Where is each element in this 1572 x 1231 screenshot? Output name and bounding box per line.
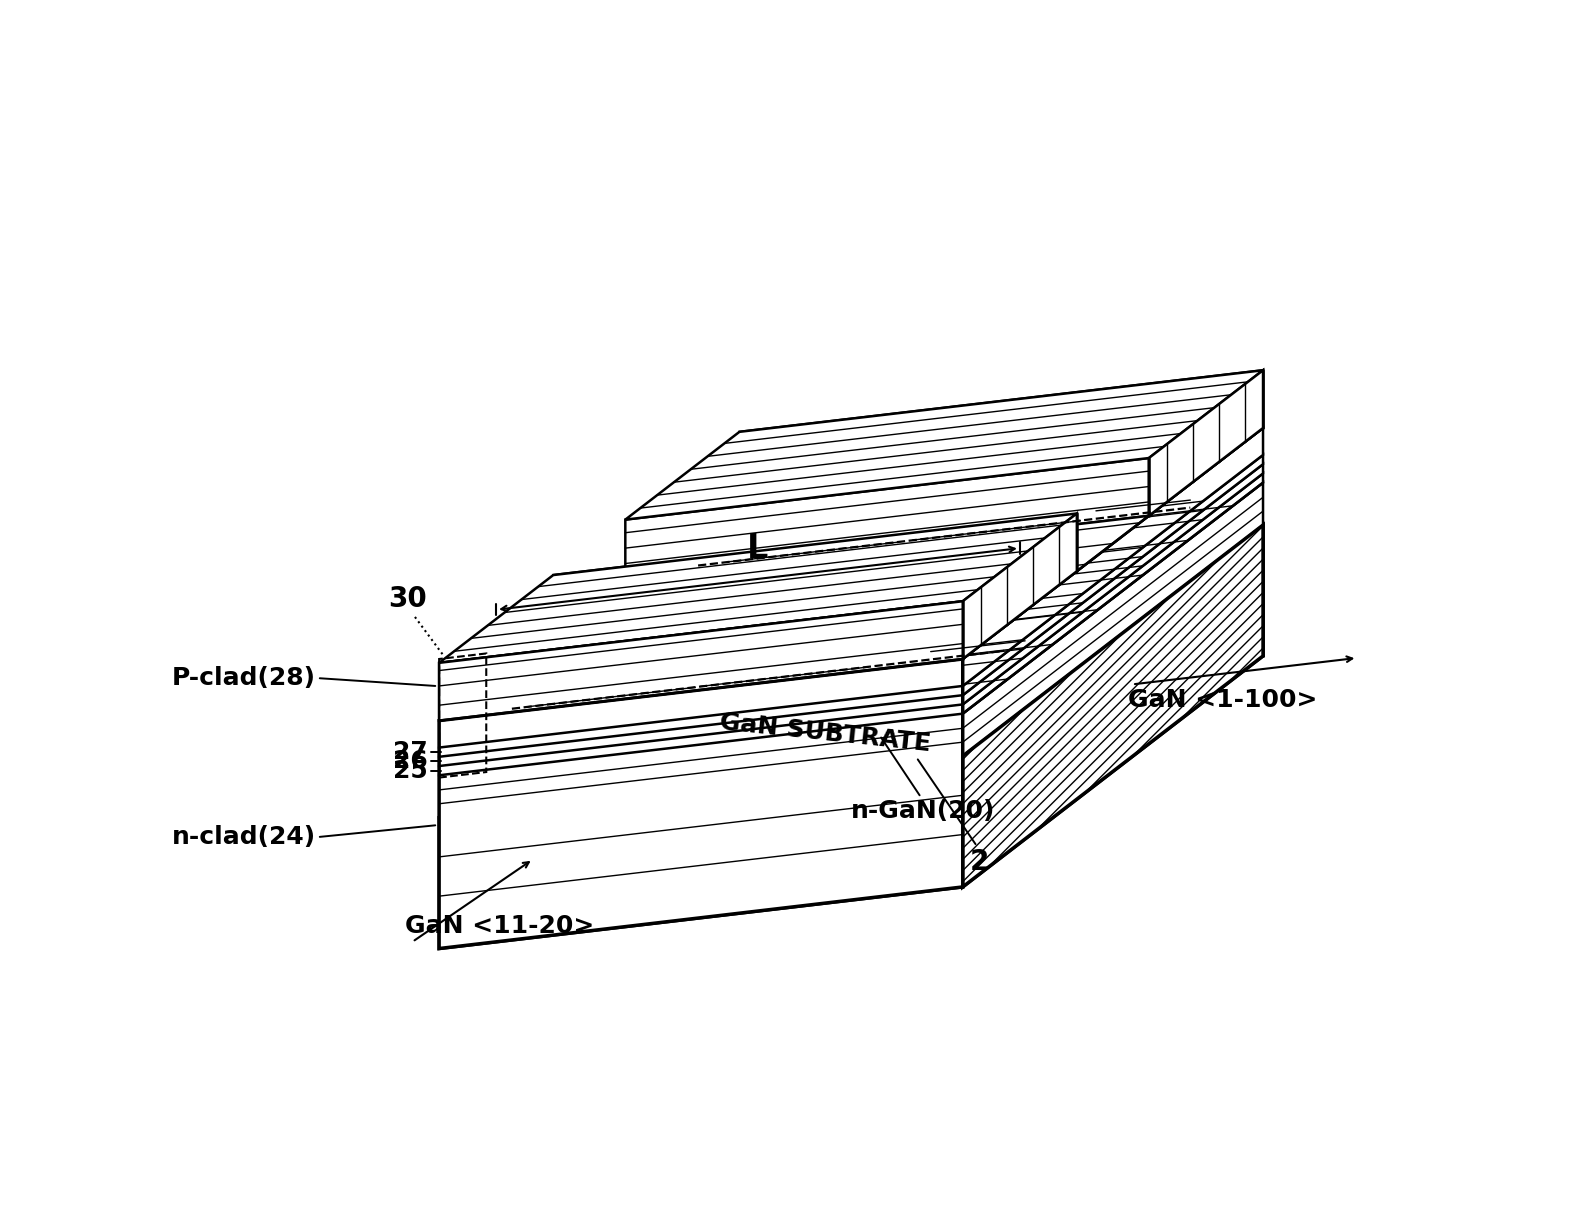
Polygon shape	[439, 428, 1262, 720]
Polygon shape	[962, 524, 1262, 886]
Polygon shape	[439, 659, 962, 747]
Polygon shape	[553, 513, 1077, 633]
Polygon shape	[739, 371, 1262, 490]
Text: 26: 26	[393, 750, 428, 773]
Polygon shape	[439, 756, 962, 949]
Polygon shape	[962, 428, 1262, 686]
Polygon shape	[962, 524, 1262, 886]
Polygon shape	[962, 483, 1262, 756]
Polygon shape	[439, 601, 962, 720]
Text: P-clad(28): P-clad(28)	[171, 666, 316, 691]
Polygon shape	[439, 513, 1077, 662]
Text: 30: 30	[388, 585, 426, 613]
Text: 2: 2	[970, 848, 989, 876]
Polygon shape	[962, 513, 1077, 659]
Polygon shape	[439, 474, 1262, 766]
Polygon shape	[439, 601, 962, 720]
Polygon shape	[1149, 371, 1262, 516]
Text: GaN SUBTRATE: GaN SUBTRATE	[718, 710, 932, 756]
Polygon shape	[962, 513, 1077, 659]
Polygon shape	[439, 455, 1262, 747]
Polygon shape	[439, 464, 1262, 757]
Polygon shape	[439, 704, 962, 776]
Text: n-clad(24): n-clad(24)	[171, 825, 316, 849]
Text: GaN <1-100>: GaN <1-100>	[1129, 688, 1317, 713]
Polygon shape	[626, 371, 1262, 519]
Polygon shape	[553, 516, 1149, 633]
Polygon shape	[1149, 371, 1262, 516]
Text: L: L	[747, 532, 769, 565]
Polygon shape	[962, 455, 1262, 696]
Text: 27: 27	[393, 740, 428, 764]
Polygon shape	[439, 714, 962, 817]
Text: GaN <11-20>: GaN <11-20>	[404, 915, 594, 938]
Polygon shape	[962, 464, 1262, 704]
Polygon shape	[439, 483, 1262, 776]
Polygon shape	[439, 524, 1262, 817]
Polygon shape	[439, 696, 962, 766]
Polygon shape	[739, 524, 1262, 718]
Polygon shape	[626, 458, 1149, 577]
Text: n-GaN(20): n-GaN(20)	[852, 799, 995, 824]
Polygon shape	[439, 686, 962, 757]
Polygon shape	[962, 474, 1262, 714]
Polygon shape	[439, 659, 962, 949]
Text: 25: 25	[393, 758, 428, 783]
